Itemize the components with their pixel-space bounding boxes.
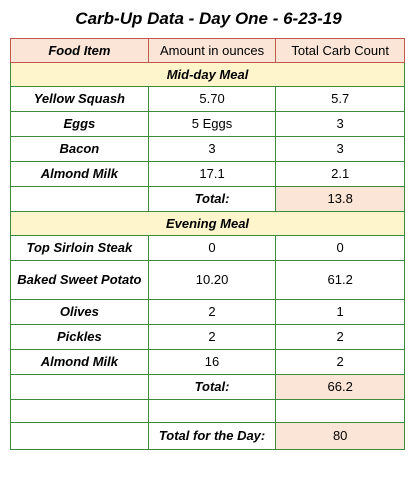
amount-cell: 3 <box>147 136 277 162</box>
section-heading-midday: Mid-day Meal <box>10 62 405 87</box>
amount-cell: 17.1 <box>147 161 277 187</box>
food-item-cell: Top Sirloin Steak <box>10 235 149 261</box>
amount-cell: 10.20 <box>147 260 277 300</box>
midday-total-row: Total: 13.8 <box>10 186 405 212</box>
carb-count-cell: 5.7 <box>275 86 405 112</box>
header-carb-count: Total Carb Count <box>275 38 405 63</box>
table-row: Eggs 5 Eggs 3 <box>10 111 405 137</box>
carb-count-cell: 2 <box>275 324 405 350</box>
amount-cell: 2 <box>147 324 277 350</box>
table-row: Top Sirloin Steak 0 0 <box>10 235 405 261</box>
amount-cell: 2 <box>147 299 277 325</box>
empty-cell <box>10 374 149 400</box>
evening-total-value: 66.2 <box>275 374 405 400</box>
header-food-item: Food Item <box>10 38 149 63</box>
table-row: Almond Milk 16 2 <box>10 349 405 375</box>
header-amount: Amount in ounces <box>147 38 277 63</box>
day-total-value: 80 <box>275 422 405 450</box>
food-item-cell: Pickles <box>10 324 149 350</box>
food-item-cell: Almond Milk <box>10 161 149 187</box>
food-item-cell: Bacon <box>10 136 149 162</box>
section-row-evening: Evening Meal <box>10 211 405 236</box>
carb-count-cell: 1 <box>275 299 405 325</box>
table-row: Baked Sweet Potato 10.20 61.2 <box>10 260 405 300</box>
carb-count-cell: 3 <box>275 111 405 137</box>
table-row: Yellow Squash 5.70 5.7 <box>10 86 405 112</box>
carb-count-cell: 2 <box>275 349 405 375</box>
evening-total-row: Total: 66.2 <box>10 374 405 400</box>
midday-total-value: 13.8 <box>275 186 405 212</box>
day-total-row: Total for the Day: 80 <box>10 422 405 450</box>
empty-cell <box>275 399 405 423</box>
section-row-midday: Mid-day Meal <box>10 62 405 87</box>
table-row: Bacon 3 3 <box>10 136 405 162</box>
empty-cell <box>10 422 149 450</box>
carb-data-table: Food Item Amount in ounces Total Carb Co… <box>10 38 405 450</box>
document-title: Carb-Up Data - Day One - 6-23-19 <box>75 9 342 28</box>
empty-cell <box>10 399 149 423</box>
carb-count-cell: 2.1 <box>275 161 405 187</box>
food-item-cell: Baked Sweet Potato <box>10 260 149 300</box>
carb-count-cell: 61.2 <box>275 260 405 300</box>
food-item-cell: Olives <box>10 299 149 325</box>
amount-cell: 0 <box>147 235 277 261</box>
table-row: Pickles 2 2 <box>10 324 405 350</box>
food-item-cell: Eggs <box>10 111 149 137</box>
carb-count-cell: 0 <box>275 235 405 261</box>
carb-count-cell: 3 <box>275 136 405 162</box>
evening-total-label: Total: <box>147 374 277 400</box>
table-row: Almond Milk 17.1 2.1 <box>10 161 405 187</box>
food-item-cell: Almond Milk <box>10 349 149 375</box>
amount-cell: 16 <box>147 349 277 375</box>
empty-cell <box>10 186 149 212</box>
amount-cell: 5 Eggs <box>147 111 277 137</box>
day-total-label: Total for the Day: <box>147 422 277 450</box>
amount-cell: 5.70 <box>147 86 277 112</box>
empty-cell <box>147 399 277 423</box>
spacer-row <box>10 399 405 423</box>
table-row: Olives 2 1 <box>10 299 405 325</box>
section-heading-evening: Evening Meal <box>10 211 405 236</box>
table-header-row: Food Item Amount in ounces Total Carb Co… <box>10 38 405 63</box>
food-item-cell: Yellow Squash <box>10 86 149 112</box>
midday-total-label: Total: <box>147 186 277 212</box>
